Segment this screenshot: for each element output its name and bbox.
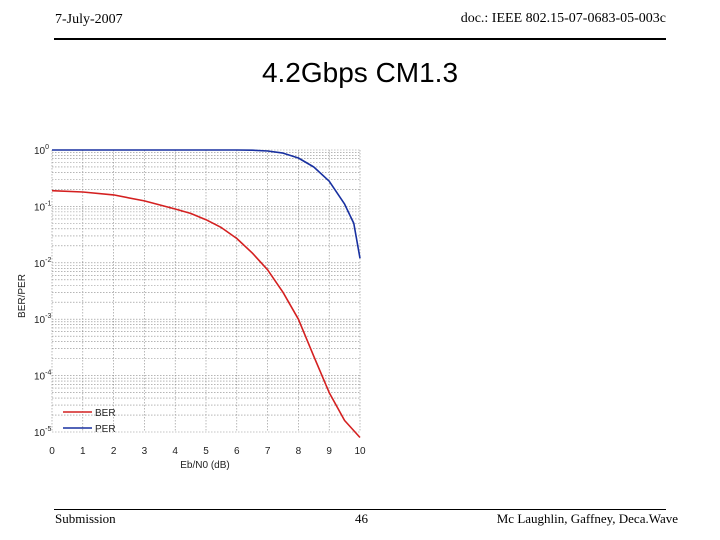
y-tick-label: 10-1: [34, 200, 51, 213]
x-axis-label: Eb/N0 (dB): [180, 460, 229, 471]
legend-label-per: PER: [95, 424, 116, 435]
header-date: 7-July-2007: [55, 12, 123, 27]
slide-title: 4.2Gbps CM1.3: [261, 57, 459, 88]
y-tick-label: 10-5: [34, 426, 51, 439]
x-tick-label: 10: [354, 446, 366, 457]
y-tick-labels: 100 10-1 10-2 10-3 10-4 10-5: [34, 144, 51, 439]
footer-authors: Mc Laughlin, Gaffney, Deca.Wave: [496, 511, 678, 526]
y-tick-label: 100: [34, 144, 49, 157]
x-tick-label: 3: [142, 446, 148, 457]
y-tick-label: 10-4: [34, 370, 51, 383]
y-tick-label: 10-2: [34, 257, 51, 270]
legend-label-ber: BER: [95, 408, 116, 419]
x-tick-label: 1: [80, 446, 86, 457]
x-tick-label: 5: [203, 446, 209, 457]
x-tick-label: 0: [49, 446, 55, 457]
header-doc-id: doc.: IEEE 802.15-07-0683-05-003c: [460, 11, 666, 26]
y-axis-label: BER/PER: [17, 274, 28, 318]
x-tick-label: 2: [111, 446, 117, 457]
x-tick-label: 4: [172, 446, 178, 457]
x-tick-label: 8: [296, 446, 302, 457]
footer-page-number: 46: [355, 511, 368, 526]
series-line-per: [52, 149, 361, 259]
header-rule: [54, 38, 666, 40]
x-tick-label: 9: [326, 446, 332, 457]
x-tick-label: 6: [234, 446, 240, 457]
y-tick-label: 10-3: [34, 313, 51, 326]
chart-curves: [51, 149, 361, 439]
chart-grid: [51, 149, 361, 433]
x-tick-label: 7: [265, 446, 271, 457]
x-tick-labels: 0 1 2 3 4 5 6 7 8 9 10: [49, 446, 366, 457]
chart-legend: BER PER: [63, 408, 116, 435]
footer-rule: [54, 509, 666, 510]
series-line-ber: [51, 189, 361, 439]
footer-submission: Submission: [55, 511, 116, 526]
